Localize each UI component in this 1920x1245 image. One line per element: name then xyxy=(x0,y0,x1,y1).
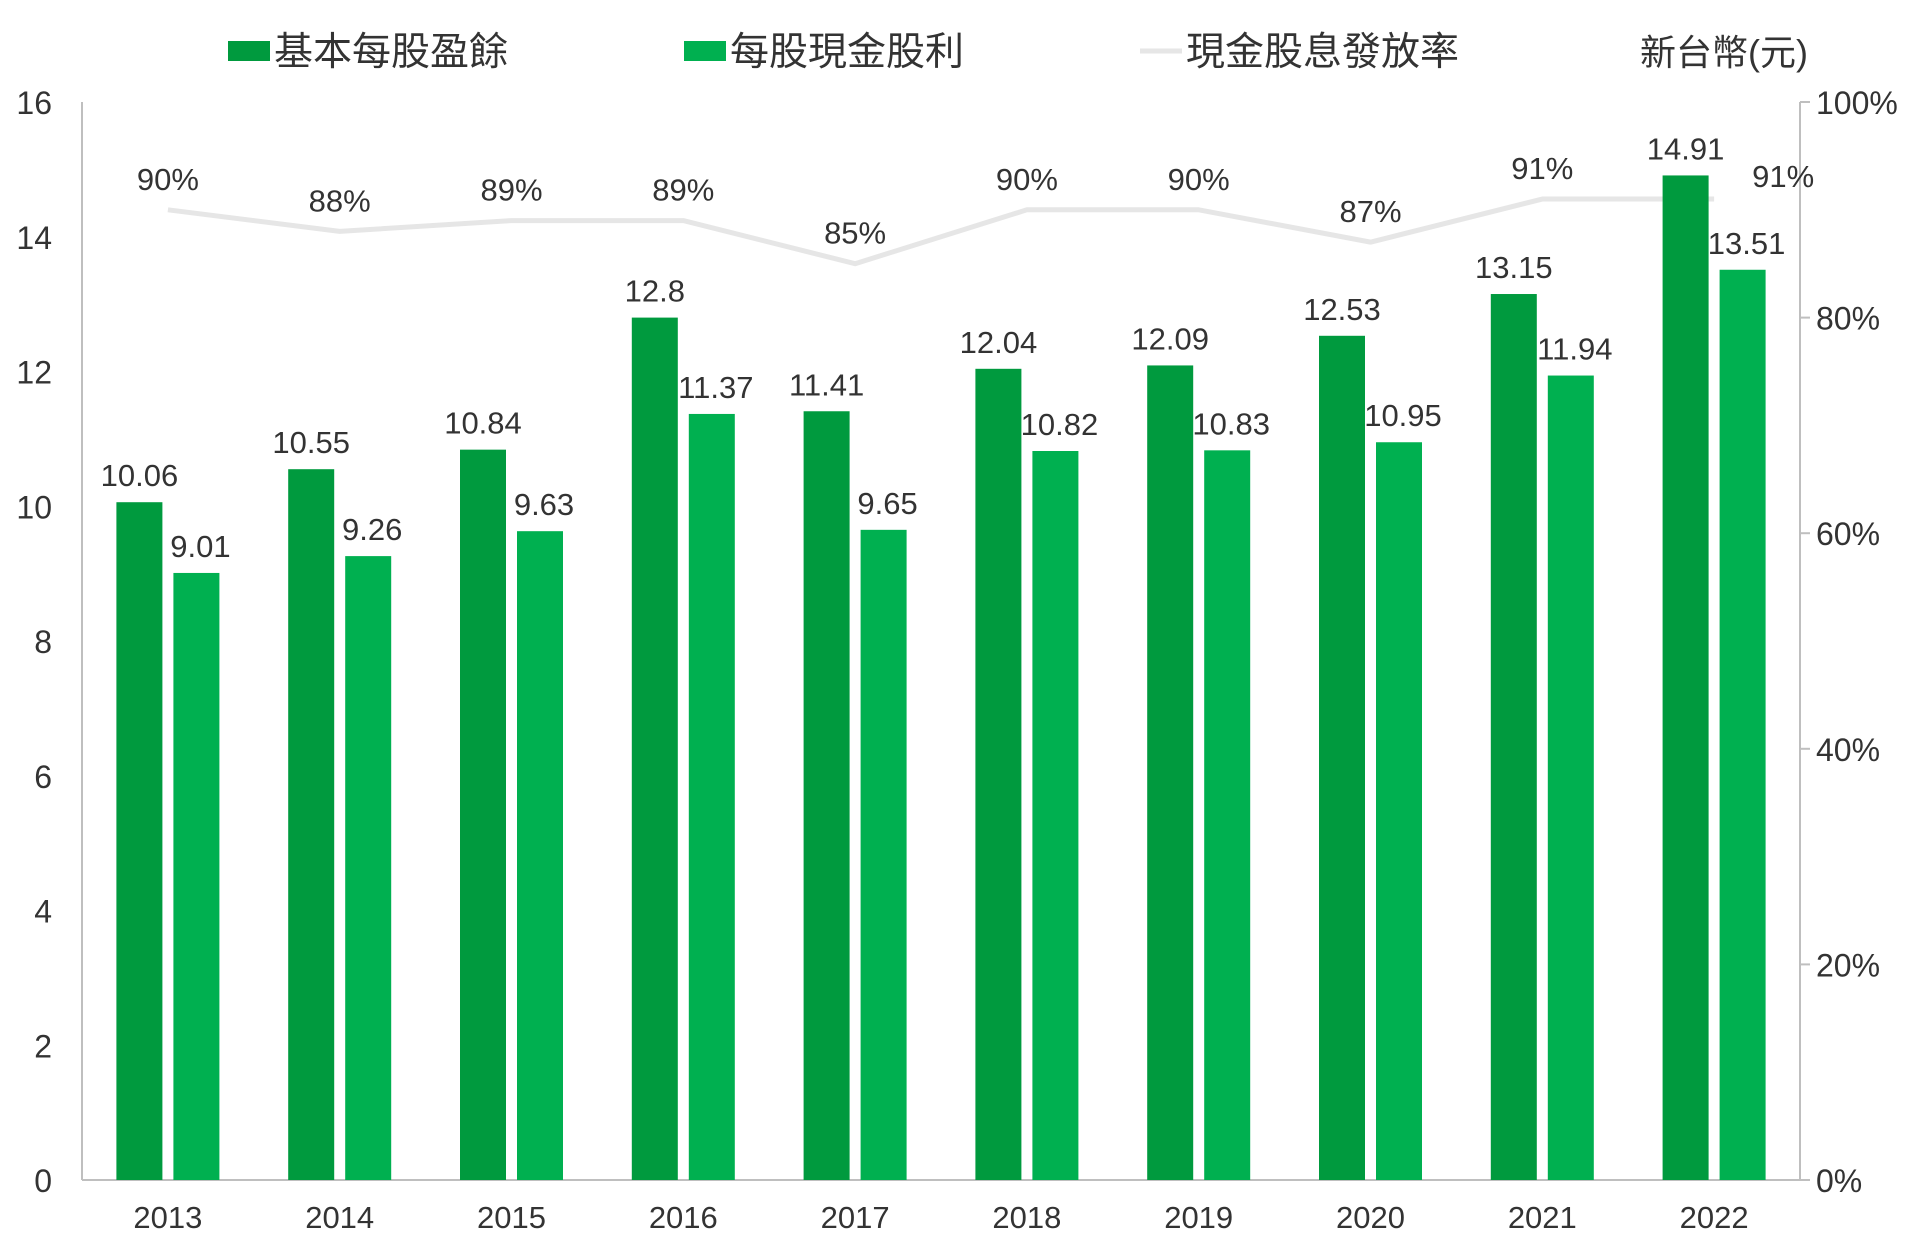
right-tick-label: 0% xyxy=(1816,1163,1862,1199)
data-label-payout: 85% xyxy=(824,216,886,251)
bar-dividend xyxy=(517,531,563,1180)
data-label-payout: 89% xyxy=(480,173,542,208)
right-tick-label: 100% xyxy=(1816,85,1898,121)
data-label-payout: 91% xyxy=(1752,159,1814,194)
data-label-eps: 10.06 xyxy=(101,458,179,493)
legend-label-eps: 基本每股盈餘 xyxy=(274,31,508,74)
bar-eps xyxy=(116,502,163,1180)
left-tick-label: 4 xyxy=(34,894,52,930)
data-label-dividend: 10.95 xyxy=(1364,398,1442,433)
bar-dividend xyxy=(1204,450,1251,1180)
bar-dividend xyxy=(1376,442,1422,1180)
data-label-eps: 14.91 xyxy=(1647,131,1725,166)
data-label-dividend: 9.65 xyxy=(857,486,917,521)
data-label-dividend: 9.01 xyxy=(170,529,230,564)
left-tick-label: 10 xyxy=(16,489,52,525)
left-tick-label: 2 xyxy=(34,1028,52,1064)
legend: 基本每股盈餘 每股現金股利 現金股息發放率 新台幣(元) xyxy=(228,31,1808,74)
x-tick-label: 2016 xyxy=(649,1200,718,1235)
data-label-dividend: 13.51 xyxy=(1708,226,1786,261)
x-tick-label: 2018 xyxy=(992,1200,1061,1235)
data-label-eps: 12.53 xyxy=(1303,292,1381,327)
axes: 0 2 4 6 8 10 12 14 16 0% 20% 40% 60% 80% 100% 2013 2014 2… xyxy=(16,85,1897,1235)
bar-eps xyxy=(1147,365,1194,1180)
bar-dividend xyxy=(1719,269,1766,1180)
data-label-payout: 88% xyxy=(309,183,371,218)
right-tick-label: 80% xyxy=(1816,301,1880,337)
bar-eps xyxy=(1662,175,1709,1181)
bar-eps xyxy=(631,317,678,1181)
data-label-dividend: 10.82 xyxy=(1021,407,1099,442)
data-label-eps: 13.15 xyxy=(1475,250,1553,285)
x-tick-label: 2021 xyxy=(1508,1200,1577,1235)
legend-label-dividend: 每股現金股利 xyxy=(730,31,964,74)
bar-eps xyxy=(1319,335,1365,1180)
data-label-dividend: 11.37 xyxy=(678,370,753,405)
right-tick-label: 20% xyxy=(1816,947,1880,983)
left-tick-label: 14 xyxy=(16,220,52,256)
bar-eps xyxy=(975,368,1022,1180)
bar-eps xyxy=(288,469,335,1181)
bar-dividend xyxy=(860,529,907,1180)
data-label-dividend: 10.83 xyxy=(1192,406,1270,441)
data-label-payout: 89% xyxy=(652,173,714,208)
x-tick-label: 2019 xyxy=(1164,1200,1233,1235)
bar-dividend xyxy=(688,413,735,1180)
data-label-payout: 87% xyxy=(1339,194,1401,229)
data-label-eps: 10.84 xyxy=(444,406,522,441)
data-label-eps: 12.09 xyxy=(1131,321,1209,356)
data-label-payout: 91% xyxy=(1511,151,1573,186)
right-tick-label: 40% xyxy=(1816,732,1880,768)
data-label-dividend: 9.63 xyxy=(514,487,574,522)
legend-label-payout: 現金股息發放率 xyxy=(1186,31,1459,74)
data-label-eps: 10.55 xyxy=(272,425,350,460)
left-tick-label: 12 xyxy=(16,355,52,391)
bar-dividend xyxy=(345,556,392,1180)
bar-eps xyxy=(1490,294,1537,1180)
data-label-payout: 90% xyxy=(1168,162,1230,197)
plot-area: 10.06 9.01 10.55 9.26 10.84 9.63 12.8 11.37 11.4… xyxy=(101,131,1814,1181)
left-tick-label: 8 xyxy=(34,624,52,660)
data-label-dividend: 11.94 xyxy=(1537,332,1612,367)
line-payout xyxy=(167,196,1715,267)
bar-dividend xyxy=(173,572,220,1180)
bar-dividend xyxy=(1547,375,1594,1181)
left-tick-label: 6 xyxy=(34,759,52,795)
bar-dividend xyxy=(1032,451,1079,1180)
x-tick-label: 2013 xyxy=(133,1200,202,1235)
x-tick-label: 2017 xyxy=(821,1200,890,1235)
legend-swatch-eps xyxy=(228,41,270,61)
data-label-eps: 12.04 xyxy=(960,325,1038,360)
x-tick-label: 2014 xyxy=(305,1200,374,1235)
unit-label: 新台幣(元) xyxy=(1640,32,1808,73)
data-label-payout: 90% xyxy=(996,162,1058,197)
x-tick-label: 2022 xyxy=(1680,1200,1749,1235)
x-tick-label: 2015 xyxy=(477,1200,546,1235)
left-tick-label: 16 xyxy=(16,85,52,121)
bar-eps xyxy=(803,411,850,1181)
bar-eps xyxy=(460,449,506,1180)
left-tick-label: 0 xyxy=(34,1163,52,1199)
data-label-eps: 11.41 xyxy=(789,367,864,402)
data-label-payout: 90% xyxy=(137,162,199,197)
data-label-dividend: 9.26 xyxy=(342,512,402,547)
data-label-eps: 12.8 xyxy=(625,274,685,309)
x-tick-label: 2020 xyxy=(1336,1200,1405,1235)
legend-swatch-dividend xyxy=(684,41,726,61)
right-tick-label: 60% xyxy=(1816,516,1880,552)
